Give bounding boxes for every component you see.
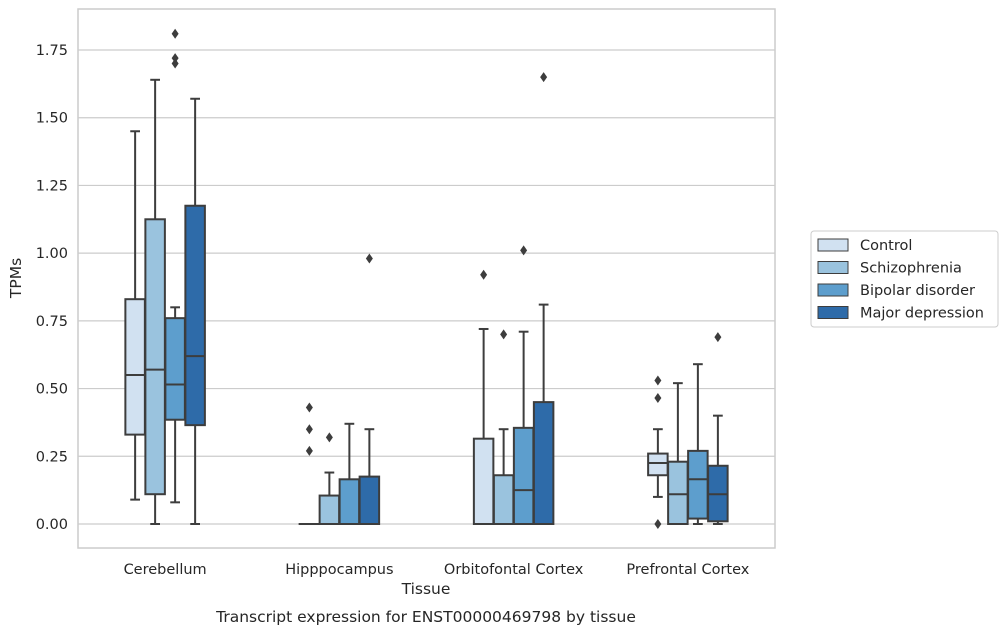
box bbox=[358, 253, 381, 526]
box bbox=[492, 329, 515, 526]
box bbox=[318, 432, 341, 525]
y-tick-label: 0.75 bbox=[36, 314, 68, 330]
box bbox=[687, 363, 709, 525]
box bbox=[647, 375, 669, 529]
legend: Control Schizophrenia Bipolar disorder Majo… bbox=[810, 230, 999, 328]
outlier-point bbox=[654, 375, 662, 386]
outlier-point bbox=[500, 329, 508, 340]
box-body bbox=[144, 218, 166, 496]
y-tick-label: 1.25 bbox=[36, 178, 68, 194]
x-tick-label: Orbitofontal Cortex bbox=[444, 562, 584, 578]
box-body bbox=[358, 475, 381, 526]
box-body bbox=[512, 426, 535, 525]
legend-label: Major depression bbox=[860, 306, 984, 322]
series-control bbox=[124, 130, 669, 529]
legend-swatch bbox=[817, 306, 849, 319]
box bbox=[707, 332, 729, 525]
legend-label: Control bbox=[860, 238, 912, 254]
box-body bbox=[667, 460, 689, 525]
y-tick-label: 0.00 bbox=[36, 517, 68, 533]
box-body bbox=[647, 452, 669, 477]
box bbox=[338, 422, 361, 525]
box-body bbox=[124, 298, 146, 436]
outlier-point bbox=[325, 432, 333, 443]
box-body bbox=[532, 401, 555, 525]
y-tick-label: 0.50 bbox=[36, 382, 68, 398]
chart-caption: Transcript expression for ENST0000046979… bbox=[215, 608, 636, 626]
y-axis-label: TPMs bbox=[7, 258, 25, 299]
outlier-point bbox=[305, 424, 313, 435]
outlier-point bbox=[540, 72, 548, 83]
box-body bbox=[318, 494, 341, 525]
gridlines bbox=[78, 49, 775, 525]
box bbox=[512, 245, 535, 525]
y-axis-ticks: 0.00 0.25 0.50 0.75 1.00 1.25 1.50 1.75 bbox=[36, 43, 68, 533]
box bbox=[184, 97, 206, 525]
y-tick-label: 1.00 bbox=[36, 246, 68, 262]
outlier-point bbox=[305, 402, 313, 413]
box-body bbox=[184, 204, 206, 427]
outlier-point bbox=[171, 58, 179, 69]
plot-area-frame bbox=[77, 8, 776, 549]
series-schizophrenia bbox=[144, 78, 689, 526]
x-tick-label: Prefrontal Cortex bbox=[626, 562, 749, 578]
legend-swatch bbox=[817, 261, 849, 274]
outlier-point bbox=[520, 245, 528, 256]
box bbox=[472, 269, 495, 525]
legend-label: Bipolar disorder bbox=[860, 283, 975, 299]
box bbox=[144, 78, 166, 525]
x-tick-label: Hipppocampus bbox=[285, 562, 393, 578]
box-body bbox=[492, 474, 515, 526]
box-plot-series bbox=[124, 28, 729, 529]
box bbox=[667, 382, 689, 525]
legend-swatch bbox=[817, 283, 849, 297]
outlier-point bbox=[365, 253, 373, 264]
box bbox=[532, 72, 555, 525]
box-body bbox=[338, 478, 361, 525]
legend-label: Schizophrenia bbox=[860, 261, 962, 277]
box-body bbox=[687, 449, 709, 520]
box-body bbox=[472, 437, 495, 525]
outlier-point bbox=[171, 53, 179, 64]
box-body bbox=[164, 317, 186, 421]
legend-swatch bbox=[817, 238, 849, 252]
box bbox=[164, 28, 186, 504]
box bbox=[124, 130, 146, 501]
x-axis-label: Tissue bbox=[401, 580, 451, 598]
outlier-point bbox=[654, 393, 662, 404]
y-tick-label: 1.75 bbox=[36, 43, 68, 59]
outlier-point bbox=[305, 445, 313, 456]
series-bipolar-disorder bbox=[164, 28, 709, 525]
x-axis-ticks: Cerebellum Hipppocampus Orbitofontal Corte… bbox=[124, 562, 750, 578]
series-major-depression bbox=[184, 72, 729, 526]
outlier-point bbox=[654, 519, 662, 529]
legend-frame bbox=[810, 230, 999, 328]
outlier-point bbox=[714, 332, 722, 343]
y-tick-label: 0.25 bbox=[36, 449, 68, 465]
outlier-point bbox=[171, 28, 179, 39]
x-tick-label: Cerebellum bbox=[124, 562, 207, 578]
y-tick-label: 1.50 bbox=[36, 111, 68, 127]
box bbox=[298, 402, 321, 526]
outlier-point bbox=[480, 269, 488, 280]
